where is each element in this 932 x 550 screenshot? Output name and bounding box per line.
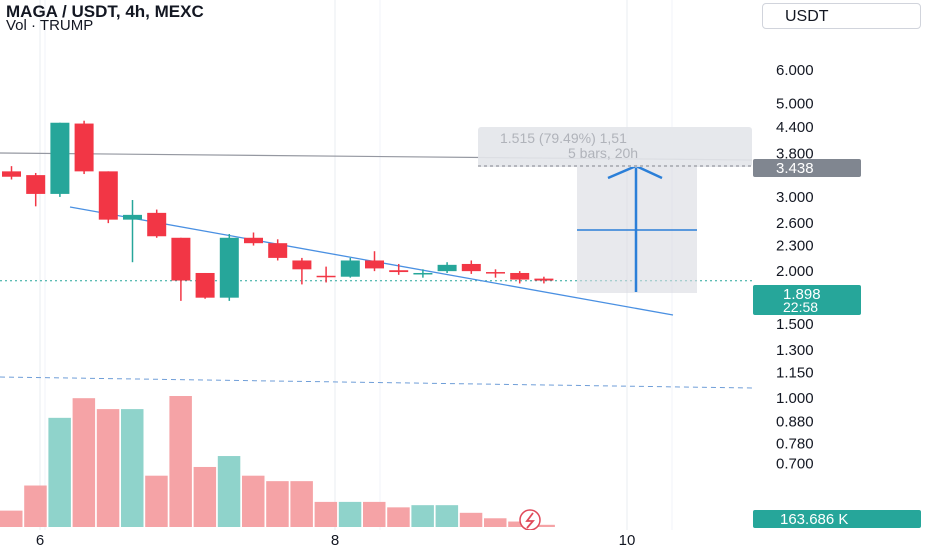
volume-bar [363,501,386,527]
volume-bar [96,409,120,527]
level-price-label: 3.438 [776,160,814,177]
volume-bar [217,456,241,527]
candle-body [389,270,409,273]
volume-bar [387,507,410,527]
price-tick-label: 2.300 [776,238,814,255]
candle-body [244,237,263,244]
volume-bar [193,466,217,527]
candle-body [98,171,118,220]
candle-body [123,214,142,220]
volume-bar [48,417,71,527]
candle-body [50,122,70,194]
volume-bar [484,518,507,527]
volume-bar [411,505,434,527]
candle-body [510,272,530,280]
candle-body [437,264,457,272]
measure-label-line2: 5 bars, 20h [568,145,638,161]
volume-bar [24,485,47,527]
volume-bar [532,524,555,527]
candle-body [292,260,312,270]
volume-series [0,396,555,531]
chart-title: MAGA / USDT, 4h, MEXC [6,2,204,21]
drawing-overlays[interactable]: 1.515 (79.49%) 1,515 bars, 20h [0,127,753,389]
volume-bar [0,510,23,527]
candle-body [2,171,21,177]
last-price-tag [753,285,861,315]
candle-body [26,175,46,194]
volume-bar [314,501,338,527]
candle-body [219,237,239,298]
candle-body [534,278,554,281]
candle-body [74,123,94,172]
price-tick-label: 3.800 [776,146,814,163]
candle-body [316,275,336,278]
lightning-icon [519,509,541,531]
price-tick-label: 0.700 [776,455,814,472]
candle-body [461,263,481,272]
price-tick-label: 6.000 [776,62,814,79]
price-tick-label: 4.400 [776,119,814,136]
volume-bar [145,475,168,527]
time-tick-label: 6 [36,532,44,549]
volume-tag [753,510,921,528]
price-axis[interactable]: 6.000 5.000 4.400 3.800 3.000 2.600 2.300 2.000… [752,0,932,550]
volume-bar [338,501,362,527]
currency-button[interactable]: USDT [762,3,921,29]
price-axis-bg [752,0,932,550]
candle-body [268,243,288,258]
candle-series [2,120,554,301]
price-tick-label: 1.300 [776,342,814,359]
price-tick-label: 5.000 [776,95,814,112]
volume-bar [72,398,96,527]
countdown-label: 22:58 [783,299,818,315]
dashed-trend-line [0,376,753,389]
time-axis-bg [0,530,752,550]
price-tick-label: 2.000 [776,263,814,280]
candle-body [171,237,191,281]
volume-bar [121,409,144,527]
volume-value-label: 163.686 K [780,511,848,528]
price-tick-label: 3.000 [776,189,814,206]
price-tick-label: 1.000 [776,390,814,407]
last-price-label: 1.898 [783,286,821,303]
candle-body [365,260,384,269]
price-tick-label: 1.500 [776,316,814,333]
volume-bar [266,481,289,527]
price-tick-label: 0.780 [776,435,814,452]
price-tick-label: 2.600 [776,215,814,232]
measure-label-box [478,127,752,167]
time-tick-label: 8 [331,532,339,549]
candle-body [413,272,433,275]
volume-bar [169,396,192,527]
volume-bar [290,481,313,527]
level-price-tag [753,159,861,177]
price-tick-label: 1.150 [776,364,814,381]
volume-bar [459,512,483,527]
time-tick-label: 10 [619,532,636,549]
candle-body [340,260,360,277]
volume-bar [435,505,459,527]
candle-body [195,272,215,298]
volume-indicator-label[interactable]: Vol · TRUMP [6,17,94,34]
measure-label-line1: 1.515 (79.49%) 1,51 [500,130,627,146]
volume-bar [508,521,531,527]
time-axis[interactable]: 6 8 10 [0,530,752,550]
candle-body [486,272,505,274]
price-tick-label: 0.880 [776,413,814,430]
volume-bar [242,475,265,527]
candle-body [147,212,167,237]
